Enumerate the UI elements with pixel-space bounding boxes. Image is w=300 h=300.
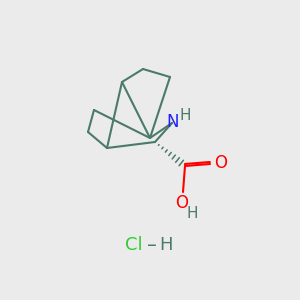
Text: Cl: Cl <box>125 236 143 254</box>
Text: H: H <box>186 206 198 220</box>
Text: H: H <box>179 109 191 124</box>
Text: N: N <box>167 113 179 131</box>
Text: H: H <box>159 236 173 254</box>
Text: –: – <box>147 236 157 254</box>
Text: O: O <box>176 194 188 212</box>
Text: O: O <box>214 154 227 172</box>
